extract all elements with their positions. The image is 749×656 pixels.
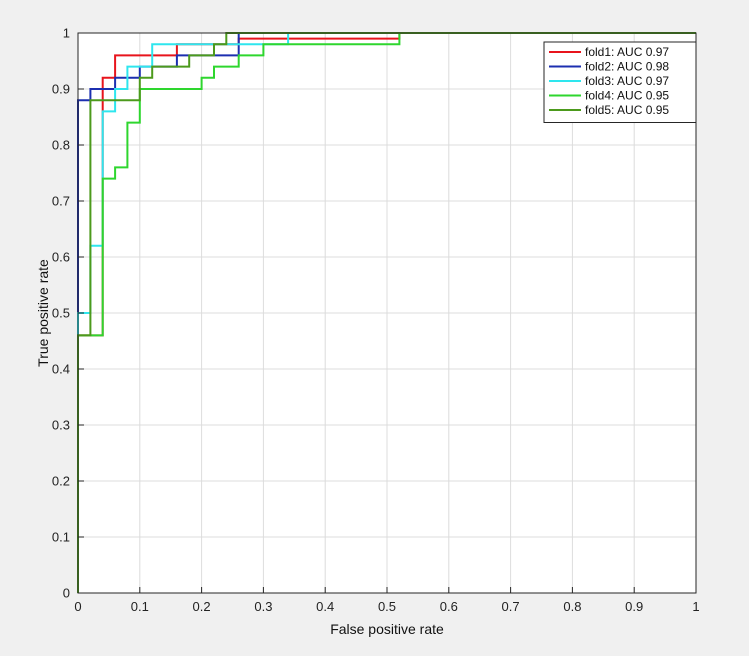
x-axis-label: False positive rate [330,621,444,637]
legend-entry: fold3: AUC 0.97 [585,74,669,88]
tick-labels: 0 0.1 0.2 0.3 0.4 0.5 0.6 0.7 0.8 0.9 1 0 0.1 0.2 0.3 0… [52,26,700,615]
legend-entry: fold2: AUC 0.98 [585,60,669,74]
y-tick-label: 0.2 [52,474,70,489]
x-tick-label: 0.6 [440,599,458,614]
y-tick-label: 0.4 [52,362,70,377]
y-tick-label: 0.9 [52,82,70,97]
series-lines [77,32,696,593]
legend-entry: fold5: AUC 0.95 [585,103,669,117]
y-axis-label: True positive rate [35,259,51,367]
x-tick-label: 0 [74,599,81,614]
x-tick-label: 0.1 [131,599,149,614]
x-tick-label: 0.5 [378,599,396,614]
x-tick-label: 0.9 [625,599,643,614]
y-tick-label: 0.7 [52,194,70,209]
y-tick-label: 0.5 [52,306,70,321]
x-tick-label: 0.4 [316,599,334,614]
y-tick-label: 0.1 [52,530,70,545]
series-line-fold4 [77,32,696,593]
y-tick-label: 0.6 [52,250,70,265]
y-tick-label: 0.3 [52,418,70,433]
x-tick-label: 0.3 [254,599,272,614]
x-tick-label: 1 [692,599,699,614]
x-tick-label: 0.8 [563,599,581,614]
y-tick-label: 1 [63,26,70,41]
y-tick-label: 0 [63,586,70,601]
series-line-fold5 [77,32,696,593]
legend-entry: fold1: AUC 0.97 [585,45,669,59]
x-tick-label: 0.2 [193,599,211,614]
legend-entry: fold4: AUC 0.95 [585,89,669,103]
grid [78,33,696,593]
x-tick-label: 0.7 [502,599,520,614]
y-tick-label: 0.8 [52,138,70,153]
